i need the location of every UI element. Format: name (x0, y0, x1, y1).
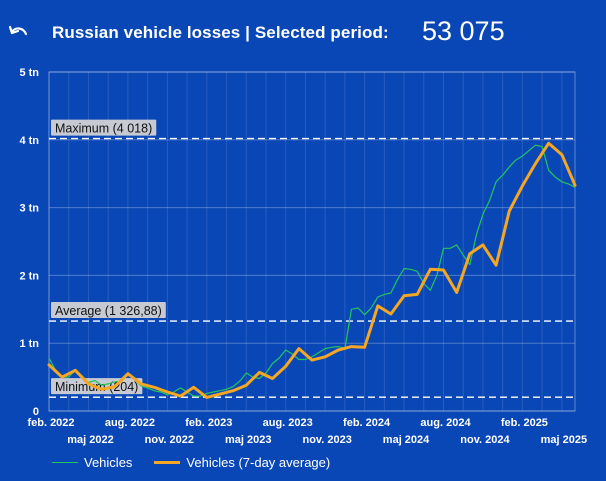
y-tick-label: 2 tn (19, 270, 39, 282)
y-tick-label: 3 tn (19, 203, 39, 215)
series-line-7day-average[interactable] (47, 141, 577, 399)
legend-label-vehicles: Vehicles (84, 454, 133, 470)
x-tick-label: nov. 2023 (302, 434, 351, 446)
x-tick-label: maj 2023 (225, 434, 271, 446)
x-tick-label: feb. 2024 (343, 417, 391, 429)
reference-label-bg-average (51, 302, 166, 319)
y-tick-label: 5 tn (19, 67, 39, 79)
legend-item-vehicles[interactable]: Vehicles (52, 455, 132, 470)
x-tick-label: feb. 2022 (27, 417, 74, 429)
x-tick-label: maj 2024 (383, 434, 430, 446)
y-tick-label: 4 tn (19, 135, 39, 147)
chart-title: Russian vehicle losses | Selected period… (52, 23, 389, 42)
x-tick-label: feb. 2025 (501, 417, 548, 429)
legend-item-7day-average[interactable]: Vehicles (7-day average) (154, 455, 330, 470)
x-tick-label: maj 2025 (541, 434, 587, 446)
legend-swatch-7day-average (154, 460, 181, 464)
legend-swatch-vehicles (52, 461, 78, 463)
x-tick-label: feb. 2023 (185, 417, 232, 429)
total-value: 53 075 (422, 16, 505, 46)
x-tick-label: nov. 2022 (145, 434, 194, 446)
legend-label-7day-average: Vehicles (7-day average) (186, 454, 331, 470)
y-tick-label: 0 (33, 406, 39, 418)
line-chart[interactable]: 0 1 tn 2 tn 3 tn 4 tn 5 tn feb. 2022 aug. 2022 f… (0, 60, 606, 452)
reference-label-average: Average (1 326,88) (55, 304, 162, 318)
x-tick-label: maj 2022 (67, 434, 113, 446)
x-tick-label: aug. 2022 (105, 417, 155, 429)
x-tick-label: aug. 2024 (420, 417, 471, 429)
y-tick-label: 1 tn (19, 338, 39, 350)
header: Russian vehicle losses | Selected period… (0, 0, 606, 64)
legend: Vehicles Vehicles (7-day average) (52, 454, 352, 470)
undo-arrow-icon[interactable] (8, 22, 30, 44)
reference-label-maximum: Maximum (4 018) (55, 122, 152, 136)
plot-area (48, 71, 576, 412)
x-tick-label: aug. 2023 (263, 417, 313, 429)
x-tick-label: nov. 2024 (460, 434, 510, 446)
reference-label-bg-maximum (51, 119, 157, 136)
